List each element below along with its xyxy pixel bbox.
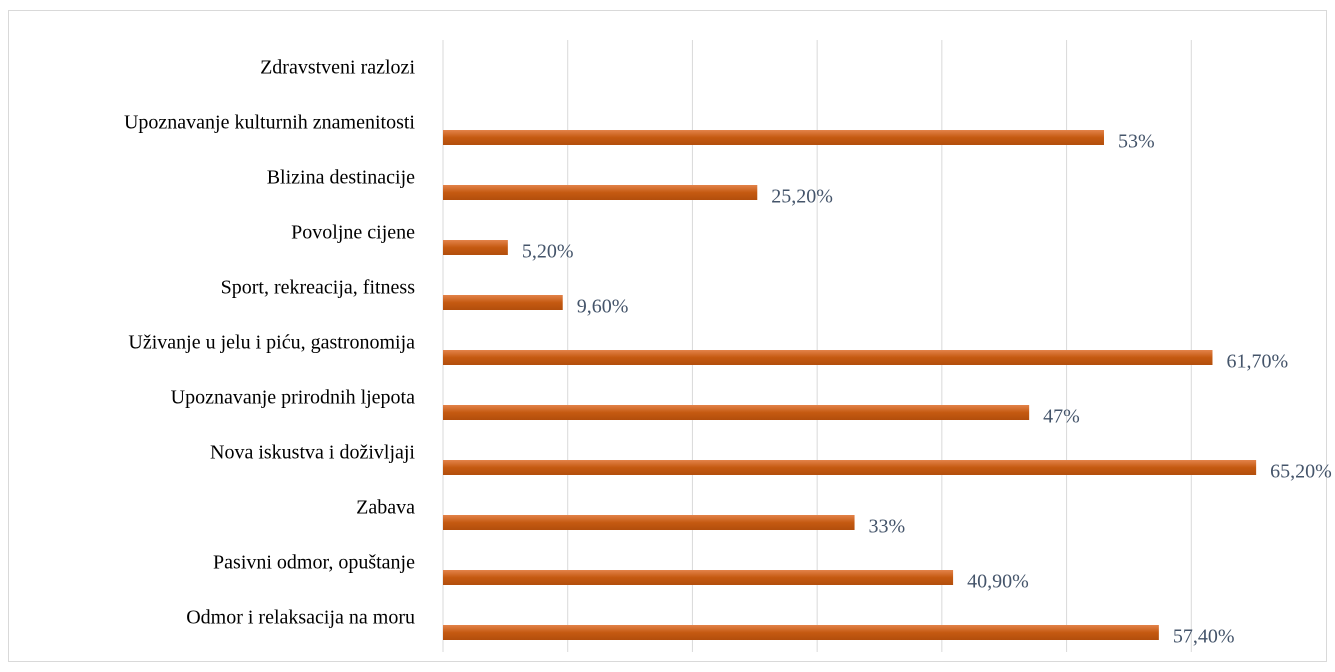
value-label: 65,20%	[1270, 461, 1332, 483]
value-label: 61,70%	[1226, 351, 1288, 373]
bar	[443, 405, 1030, 420]
value-label: 5,20%	[522, 241, 574, 263]
category-label: Povoljne cijene	[291, 222, 415, 244]
bar	[443, 295, 563, 310]
chart-border	[8, 10, 1327, 662]
bar	[443, 625, 1159, 640]
bar	[443, 130, 1104, 145]
category-label: Zdravstveni razlozi	[260, 57, 415, 79]
category-label: Blizina destinacije	[267, 167, 415, 189]
category-label: Zabava	[356, 497, 415, 519]
bar	[443, 350, 1213, 365]
value-label: 9,60%	[577, 296, 629, 318]
value-label: 53%	[1118, 131, 1155, 153]
bar	[443, 240, 508, 255]
value-label: 33%	[869, 516, 906, 538]
value-label: 57,40%	[1173, 626, 1235, 648]
bar	[443, 460, 1257, 475]
bar	[443, 515, 855, 530]
category-label: Odmor i relaksacija na moru	[186, 607, 415, 629]
category-label: Upoznavanje kulturnih znamenitosti	[124, 112, 415, 134]
bar	[443, 570, 954, 585]
value-label: 25,20%	[771, 186, 833, 208]
category-label: Sport, rekreacija, fitness	[221, 277, 416, 299]
category-label: Nova iskustva i doživljaji	[210, 442, 415, 464]
value-label: 47%	[1043, 406, 1080, 428]
value-label: 40,90%	[967, 571, 1029, 593]
bar	[443, 185, 758, 200]
category-label: Pasivni odmor, opuštanje	[213, 552, 415, 574]
category-label: Upoznavanje prirodnih ljepota	[171, 387, 415, 409]
category-label: Uživanje u jelu i piću, gastronomija	[128, 332, 415, 354]
